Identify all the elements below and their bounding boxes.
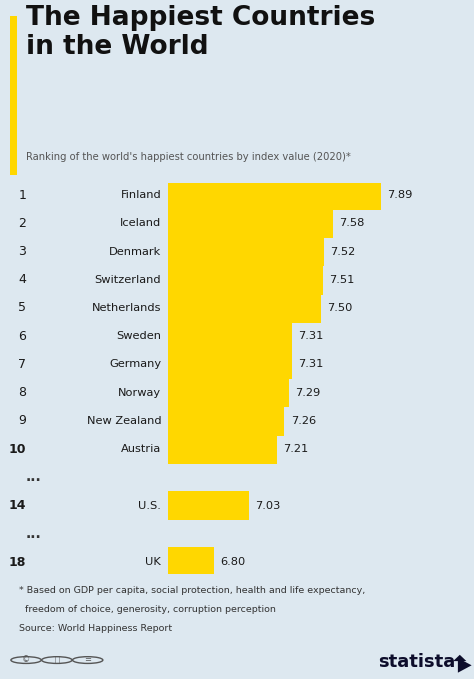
Text: 7.52: 7.52 (330, 246, 356, 257)
FancyArrow shape (453, 655, 466, 661)
Text: 7.29: 7.29 (295, 388, 320, 398)
Text: * Based on GDP per capita, social protection, health and life expectancy,: * Based on GDP per capita, social protec… (19, 587, 365, 595)
Text: Finland: Finland (120, 190, 161, 200)
Text: Austria: Austria (121, 444, 161, 454)
Text: New Zealand: New Zealand (87, 416, 161, 426)
Text: 3: 3 (18, 245, 26, 258)
Bar (168, 350, 292, 380)
Text: 7.51: 7.51 (329, 275, 354, 285)
Text: 4: 4 (18, 273, 26, 287)
Text: 6.80: 6.80 (220, 557, 246, 567)
Text: ©: © (22, 655, 30, 665)
Text: 7.50: 7.50 (328, 303, 353, 313)
Text: 7: 7 (18, 358, 26, 371)
Text: Netherlands: Netherlands (91, 303, 161, 313)
Text: Norway: Norway (118, 388, 161, 398)
Text: Denmark: Denmark (109, 246, 161, 257)
Bar (168, 208, 333, 238)
Text: 9: 9 (18, 414, 26, 427)
Text: 14: 14 (9, 499, 26, 512)
Text: Iceland: Iceland (120, 218, 161, 228)
Bar (168, 378, 289, 407)
Text: =: = (84, 655, 91, 665)
Bar (168, 406, 284, 436)
Text: 7.21: 7.21 (283, 444, 308, 454)
Text: ⓘ: ⓘ (55, 655, 59, 665)
Text: Sweden: Sweden (116, 331, 161, 341)
Text: Germany: Germany (109, 359, 161, 369)
Bar (168, 293, 321, 323)
Text: 1: 1 (18, 189, 26, 202)
Bar (168, 491, 249, 520)
Text: 7.89: 7.89 (387, 190, 412, 200)
Polygon shape (458, 658, 472, 673)
Text: Switzerland: Switzerland (94, 275, 161, 285)
Bar (168, 180, 381, 210)
Text: 8: 8 (18, 386, 26, 399)
Text: 2: 2 (18, 217, 26, 230)
Text: 5: 5 (18, 301, 26, 314)
Bar (168, 265, 323, 295)
Text: 7.58: 7.58 (339, 218, 365, 228)
Bar (10, 16, 17, 175)
Text: 18: 18 (9, 555, 26, 568)
Text: ...: ... (26, 471, 42, 484)
Text: 7.03: 7.03 (255, 500, 281, 511)
Text: The Happiest Countries
in the World: The Happiest Countries in the World (26, 5, 375, 60)
Text: 7.31: 7.31 (298, 331, 324, 341)
Text: statista: statista (378, 653, 455, 671)
Text: 7.26: 7.26 (291, 416, 316, 426)
Text: 10: 10 (9, 443, 26, 456)
Text: U.S.: U.S. (138, 500, 161, 511)
Text: UK: UK (146, 557, 161, 567)
Text: 6: 6 (18, 330, 26, 343)
Text: 7.31: 7.31 (298, 359, 324, 369)
Text: freedom of choice, generosity, corruption perception: freedom of choice, generosity, corruptio… (19, 606, 276, 614)
Bar (168, 321, 292, 351)
Text: Source: World Happiness Report: Source: World Happiness Report (19, 624, 172, 634)
Text: ...: ... (26, 527, 42, 540)
Text: Ranking of the world's happiest countries by index value (2020)*: Ranking of the world's happiest countrie… (26, 152, 351, 162)
Bar (168, 237, 324, 266)
Bar (168, 435, 277, 464)
Bar (168, 547, 214, 577)
